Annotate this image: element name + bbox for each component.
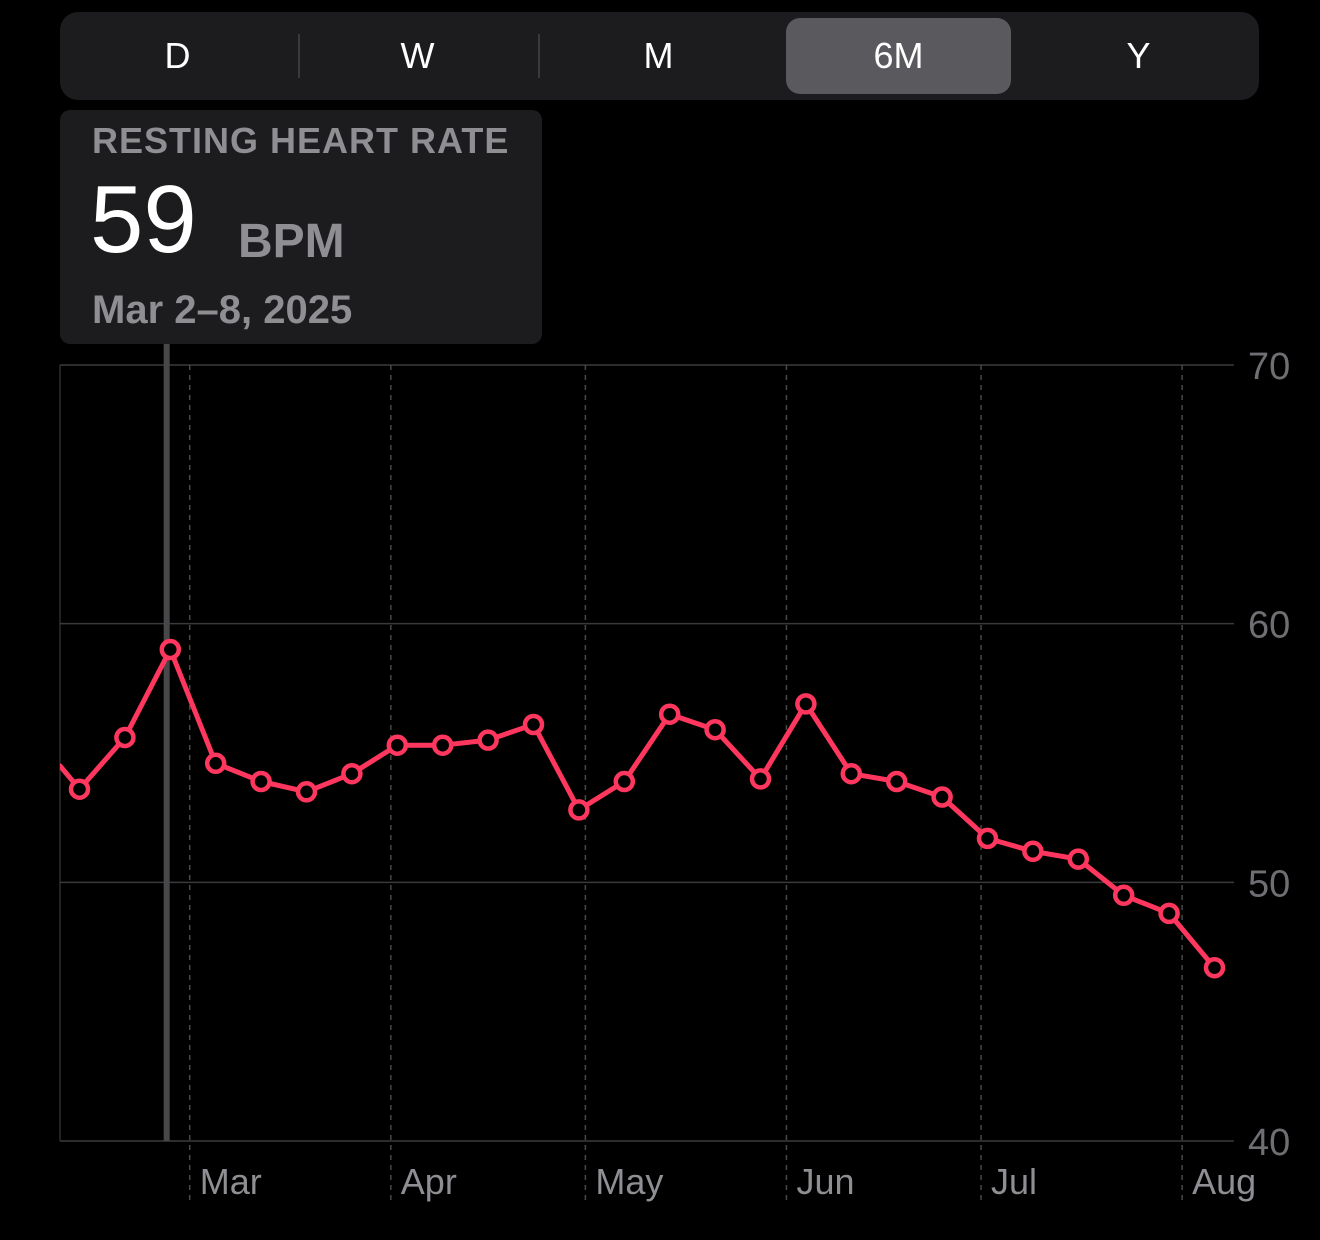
y-tick-label: 60 (1248, 605, 1290, 647)
data-point (295, 781, 318, 803)
y-tick-label: 50 (1248, 863, 1290, 905)
y-tick-label: 70 (1248, 346, 1290, 388)
y-tick-label: 40 (1248, 1122, 1290, 1164)
x-tick-label: Jul (991, 1161, 1037, 1202)
metric-title: RESTING HEART RATE (92, 120, 510, 161)
metric-unit: BPM (238, 215, 345, 268)
x-tick-label: Mar (200, 1161, 262, 1202)
data-point (704, 718, 726, 741)
data-point (749, 768, 772, 790)
data-point (1112, 884, 1135, 907)
metric-value: 59 (90, 166, 197, 273)
data-point (68, 778, 91, 800)
data-point (1158, 902, 1180, 925)
data-point (250, 770, 272, 793)
data-point (114, 726, 136, 749)
time-range-segmented-control: D W M 6M Y (60, 12, 1259, 100)
data-point (386, 734, 409, 756)
segment-week[interactable]: W (400, 35, 435, 76)
data-point (341, 762, 363, 785)
data-point (568, 799, 590, 821)
data-point (658, 703, 681, 725)
data-point (477, 729, 499, 751)
selection-callout: RESTING HEART RATE 59 BPM Mar 2–8, 2025 (60, 110, 542, 344)
series-line (60, 647, 1217, 971)
data-point (931, 786, 953, 808)
data-point (1067, 848, 1090, 870)
data-point (840, 762, 863, 785)
data-point (1022, 840, 1044, 863)
segment-month[interactable]: M (643, 35, 674, 76)
data-point (976, 827, 999, 850)
data-point (159, 638, 182, 661)
x-tick-label: May (595, 1161, 663, 1202)
data-point (1203, 956, 1226, 979)
data-point (885, 770, 908, 793)
segment-divider (538, 34, 540, 78)
data-point (613, 770, 636, 793)
data-point (522, 713, 545, 736)
x-tick-label: Jun (796, 1161, 854, 1202)
segment-year[interactable]: Y (1126, 35, 1151, 76)
data-point (204, 752, 227, 775)
data-point (431, 734, 454, 756)
selected-date-range: Mar 2–8, 2025 (92, 288, 353, 332)
x-tick-label: Aug (1192, 1161, 1256, 1202)
x-tick-label: Apr (401, 1161, 457, 1202)
segment-day[interactable]: D (164, 35, 191, 76)
segment-six-months[interactable]: 6M (786, 18, 1011, 94)
segment-divider (298, 34, 300, 78)
data-point (795, 693, 817, 715)
